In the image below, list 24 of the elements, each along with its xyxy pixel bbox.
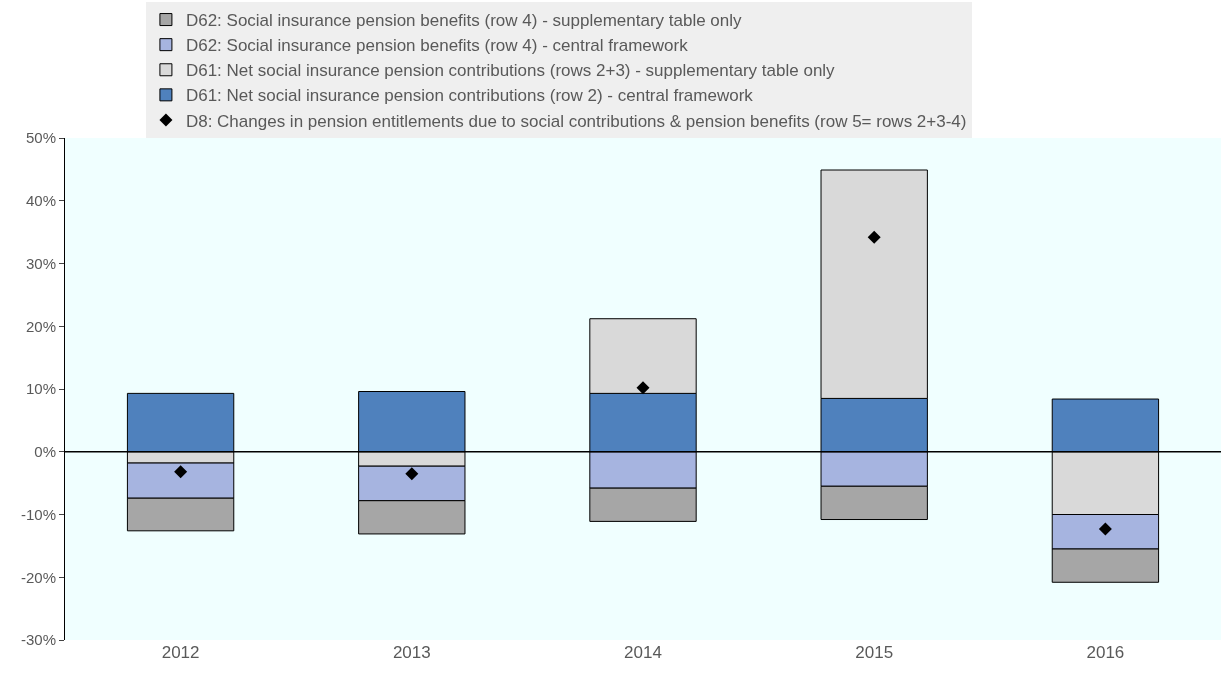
point <box>867 230 881 244</box>
legend-label: D62: Social insurance pension benefits (row 4) - central framework <box>185 36 689 56</box>
legend-label: D62: Social insurance pension benefits (row 4) - supplementary table only <box>185 11 743 31</box>
x-tick-label: 2016 <box>1086 643 1125 662</box>
legend-label: D61: Net social insurance pension contributions (row 2) - central framework <box>185 86 754 106</box>
y-tick-label: 20% <box>25 317 56 335</box>
y-tick-label: -20% <box>20 568 56 586</box>
y-tick-label: 0% <box>34 443 56 460</box>
y-tick-label: 40% <box>25 192 56 209</box>
x-tick-label: 2013 <box>392 643 431 662</box>
x-tick-label: 2012 <box>161 643 200 662</box>
y-tick-label: -10% <box>20 505 56 523</box>
y-tick-label: 30% <box>25 254 56 272</box>
y-tick-label: 10% <box>25 380 56 398</box>
point <box>636 381 650 395</box>
y-tick-label: 50% <box>25 129 56 147</box>
x-tick-label: 2015 <box>855 643 894 662</box>
point <box>1098 522 1112 536</box>
legend-label: D61: Net social insurance pension contributions (rows 2+3) - supplementary table only <box>185 61 836 81</box>
point <box>174 465 188 479</box>
legend-label: D8: Changes in pension entitlements due to social contributions & pension benefits (row 5= rows 2+3-4) <box>185 111 967 131</box>
point <box>405 467 419 481</box>
y-tick-label: -30% <box>20 631 56 649</box>
x-tick-label: 2014 <box>624 643 662 662</box>
